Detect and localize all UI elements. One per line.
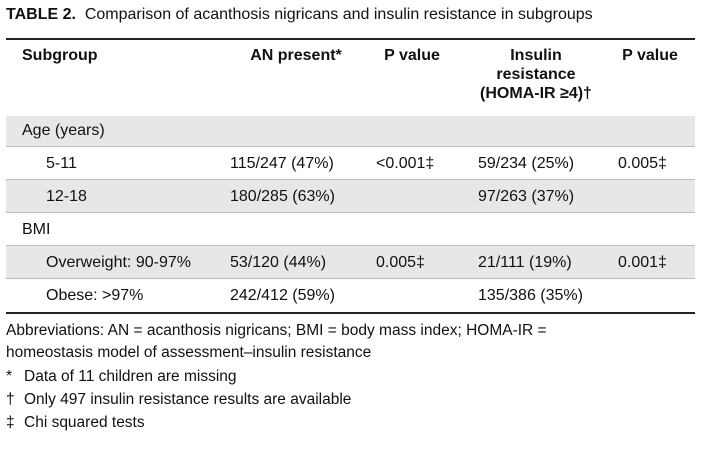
cell-p-value-2: 0.001‡ xyxy=(618,254,667,271)
table-caption: TABLE 2. Comparison of acanthosis nigric… xyxy=(6,6,593,24)
table-bottom-rule xyxy=(6,312,695,314)
cell-subgroup: Obese: >97% xyxy=(46,287,144,304)
footnote-text: Chi squared tests xyxy=(24,414,145,431)
cell-insulin-resistance: 59/234 (25%) xyxy=(478,155,575,172)
header-insulin-line2: resistance xyxy=(496,66,576,83)
cell-insulin-resistance: 21/111 (19%) xyxy=(478,254,572,271)
table-title: Comparison of acanthosis nigricans and i… xyxy=(84,6,593,23)
cell-an-present: 242/412 (59%) xyxy=(230,287,335,304)
header-subgroup: Subgroup xyxy=(22,47,98,64)
table-row: Obese: >97% 242/412 (59%) 135/386 (35%) xyxy=(6,279,695,312)
cell-insulin-resistance: 135/386 (35%) xyxy=(478,287,583,304)
table-row: 12-18 180/285 (63%) 97/263 (37%) xyxy=(6,180,695,213)
header-p-value-2: P value xyxy=(622,47,678,64)
cell-p-value-1: <0.001‡ xyxy=(376,155,435,172)
footnote-mark: † xyxy=(6,391,15,408)
section-title: Age (years) xyxy=(22,122,105,139)
table-row: 5-11 115/247 (47%) <0.001‡ 59/234 (25%) … xyxy=(6,147,695,180)
footnote-abbreviations-line2: homeostasis model of assessment–insulin … xyxy=(6,344,372,361)
section-row-bmi: BMI xyxy=(6,213,695,246)
header-insulin-line3: (HOMA-IR ≥4)† xyxy=(480,85,592,102)
footnote-abbreviations-line1: Abbreviations: AN = acanthosis nigricans… xyxy=(6,322,547,339)
footnote-item: * Data of 11 children are missing xyxy=(6,366,237,388)
cell-p-value-2: 0.005‡ xyxy=(618,155,667,172)
table-row: Overweight: 90-97% 53/120 (44%) 0.005‡ 2… xyxy=(6,246,695,279)
cell-an-present: 53/120 (44%) xyxy=(230,254,327,271)
footnote-text: Only 497 insulin resistance results are … xyxy=(24,391,352,408)
footnote-mark: * xyxy=(6,368,13,385)
footnote-mark: ‡ xyxy=(6,414,15,431)
header-insulin-resistance: Insulin resistance (HOMA-IR ≥4)† xyxy=(456,46,616,103)
table-top-rule xyxy=(6,38,695,40)
cell-p-value-1: 0.005‡ xyxy=(376,254,425,271)
cell-an-present: 115/247 (47%) xyxy=(230,155,334,172)
cell-an-present: 180/285 (63%) xyxy=(230,188,335,205)
header-p-value-1: P value xyxy=(384,47,440,64)
table-label: TABLE 2. xyxy=(6,6,76,23)
footnote-text: Data of 11 children are missing xyxy=(24,368,237,385)
cell-subgroup: 12-18 xyxy=(46,188,87,205)
section-title: BMI xyxy=(22,221,51,238)
header-insulin-line1: Insulin xyxy=(510,47,562,64)
cell-subgroup: Overweight: 90-97% xyxy=(46,254,191,271)
cell-subgroup: 5-11 xyxy=(46,155,77,172)
cell-insulin-resistance: 97/263 (37%) xyxy=(478,188,575,205)
header-an-present: AN present* xyxy=(250,47,342,64)
footnote-item: ‡ Chi squared tests xyxy=(6,412,145,434)
footnote-item: † Only 497 insulin resistance results are… xyxy=(6,389,351,411)
section-row-age: Age (years) xyxy=(6,116,695,147)
